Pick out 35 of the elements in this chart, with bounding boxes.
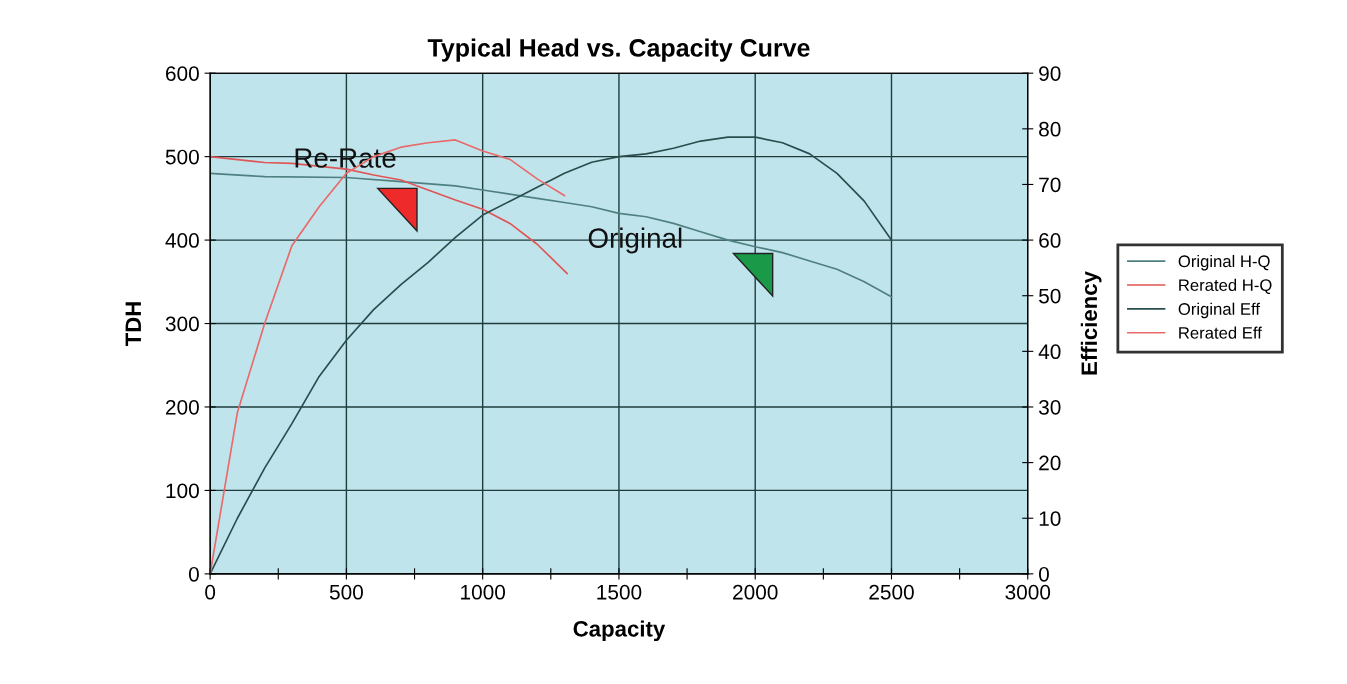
y-tick-label: 500 (165, 149, 199, 165)
x-tick-label: 2000 (733, 584, 778, 600)
x-tick-label: 1500 (597, 584, 642, 600)
y-axis-title: TDH (125, 302, 141, 347)
x-tick-label: 2500 (869, 584, 914, 600)
y-tick-label: 100 (166, 483, 199, 499)
y2-tick-label: 0 (1038, 566, 1049, 582)
y-tick-label: 600 (166, 66, 199, 81)
x-tick-label: 500 (329, 584, 363, 600)
legend-label: Original H-Q (1178, 254, 1270, 271)
chart-title: Typical Head vs. Capacity Curve (427, 38, 810, 62)
x-tick-label: 1000 (461, 584, 506, 600)
y-tick-label: 400 (165, 233, 199, 248)
legend-label: Original Eff (1178, 302, 1261, 319)
y2-tick-label: 10 (1039, 511, 1061, 526)
y2-tick-label: 70 (1039, 177, 1061, 193)
legend-label: Rerated Eff (1179, 326, 1262, 339)
y2-tick-label: 40 (1038, 344, 1061, 360)
y2-tick-label: 60 (1039, 233, 1061, 248)
x-axis-title: Capacity (573, 620, 666, 642)
y2-tick-label: 20 (1039, 455, 1061, 471)
y-tick-label: 200 (166, 399, 199, 415)
y-tick-label: 300 (165, 316, 199, 332)
y2-tick-label: 50 (1039, 288, 1061, 304)
line-series (210, 136, 893, 574)
y2-axis-title: Efficiency (1080, 271, 1102, 375)
y2-tick-label: 80 (1039, 121, 1061, 137)
y2-tick-label: 90 (1039, 66, 1061, 81)
line-series (210, 172, 893, 298)
x-tick-label: 0 (205, 584, 216, 600)
y-tick-label: 0 (188, 566, 199, 582)
x-tick-label: 3000 (1005, 584, 1051, 600)
y2-tick-label: 30 (1038, 399, 1061, 415)
line-series (210, 139, 566, 574)
legend-label: Rerated H-Q (1179, 278, 1272, 295)
